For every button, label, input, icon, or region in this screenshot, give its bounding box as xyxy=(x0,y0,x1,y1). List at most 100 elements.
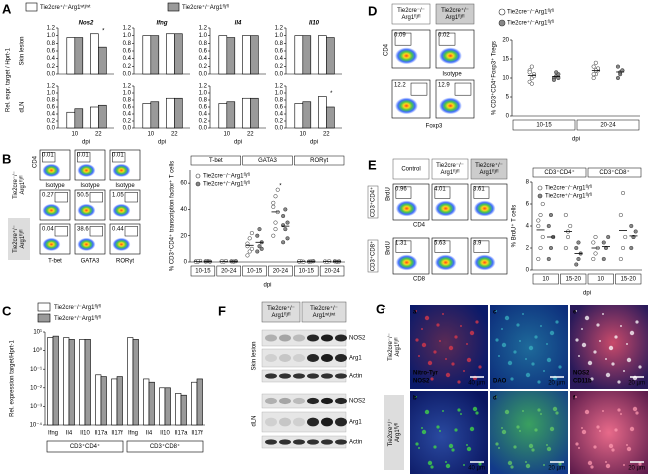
x-axis-label: dpi xyxy=(158,140,166,146)
flow-percentage: 0.01 xyxy=(112,153,124,159)
blot-band xyxy=(279,439,291,445)
y-tick-label: 2 xyxy=(526,246,530,252)
y-tick-label: 0.6 xyxy=(275,105,284,111)
micrograph-speck xyxy=(454,335,458,339)
group-box xyxy=(576,119,640,131)
micrograph-speck xyxy=(605,461,607,463)
bar xyxy=(95,374,102,426)
micrograph-speck xyxy=(632,406,638,412)
flow-percentage: 0.01 xyxy=(42,153,54,159)
row-label: Arg1ᶠˡ/ᶠˡ xyxy=(394,337,401,356)
bar xyxy=(250,35,259,75)
stain-label: CD11b xyxy=(573,379,592,385)
data-point xyxy=(618,256,623,262)
y-tick-label: 10⁻⁴ xyxy=(30,422,43,429)
flow-percentage: 38.6 xyxy=(77,227,89,233)
bar xyxy=(127,337,134,426)
y-tick-label: 0 xyxy=(506,114,510,120)
y-tick-label: 0.6 xyxy=(275,49,284,55)
chart-title: Nos2 xyxy=(79,21,94,27)
bar xyxy=(150,35,160,75)
bar xyxy=(142,35,152,75)
y-tick-label: 1.2 xyxy=(47,26,56,32)
band-label: Arg1 xyxy=(349,356,362,362)
micrograph-speck xyxy=(495,338,499,342)
bar xyxy=(242,35,251,75)
data-point xyxy=(283,207,288,212)
bar xyxy=(191,381,198,426)
blot-band xyxy=(279,397,291,405)
blot-band xyxy=(293,373,305,379)
bar xyxy=(66,111,76,129)
x-tick-label: 10-15 xyxy=(195,269,211,275)
header: Tie2cre⁺/⁻ xyxy=(475,162,503,169)
micrograph-speck xyxy=(528,345,534,351)
blot-band xyxy=(265,354,277,362)
chart-title: Ifng xyxy=(157,21,168,27)
band-label: Actin xyxy=(349,440,362,446)
flow-density xyxy=(434,254,457,271)
data-point xyxy=(271,200,276,205)
micrograph-speck xyxy=(439,340,441,342)
scale-label: 20 µm xyxy=(548,381,565,387)
micrograph-speck xyxy=(555,320,559,324)
y-tick-label: 0.8 xyxy=(275,41,284,47)
data-point xyxy=(548,245,554,251)
bar xyxy=(174,33,183,75)
x-tick-label: 20-24 xyxy=(273,269,289,275)
header: Tie2cre⁺/⁻ xyxy=(310,305,338,312)
group-box xyxy=(216,265,241,277)
bar xyxy=(90,33,99,75)
micrograph-speck xyxy=(466,357,472,363)
data-point xyxy=(601,240,606,245)
y-tick-label: 0.0 xyxy=(275,72,284,78)
header: Arg1ᶠˡ/ᶠˡ xyxy=(446,14,465,21)
micrograph-speck xyxy=(439,430,441,432)
data-point xyxy=(548,212,554,218)
micrograph-speck xyxy=(501,427,503,429)
header-box xyxy=(587,167,642,178)
isotype-label: Isotype xyxy=(45,183,65,189)
micrograph-speck xyxy=(427,460,433,466)
header: Tie2cre⁻/⁻ xyxy=(397,8,425,14)
y-tick-label: 0.2 xyxy=(47,119,56,125)
x-tick-label: 15-20 xyxy=(566,277,582,283)
y-axis-label: Rel. expression target/Hprt-1 xyxy=(10,339,16,416)
legend-label: Tie2cre⁻/⁻Arg1ᶠˡ/ᶠˡ xyxy=(545,185,592,192)
micrograph-speck xyxy=(611,362,615,366)
flow-axis-label: CD8 xyxy=(413,277,426,283)
data-point xyxy=(257,227,262,232)
image-label: b xyxy=(413,396,417,402)
legend-swatch xyxy=(37,302,51,312)
flow-axis-label: RORγt xyxy=(116,259,134,265)
flow-percentage: 0.96 xyxy=(395,187,407,193)
blot-band xyxy=(279,354,291,362)
blot-band xyxy=(265,397,277,405)
data-point xyxy=(540,201,545,207)
x-axis-label: dpi xyxy=(234,140,242,146)
row-label: CD3⁺CD8⁺ xyxy=(370,241,377,271)
micrograph-speck xyxy=(478,462,482,466)
y-tick-label: 1.0 xyxy=(47,33,56,39)
micrograph-speck xyxy=(540,413,542,415)
micrograph-speck xyxy=(617,408,621,412)
flow-density xyxy=(77,237,96,251)
x-tick-label: 15-20 xyxy=(621,277,637,283)
data-point xyxy=(551,77,557,82)
micrograph-speck xyxy=(448,345,454,351)
group-box xyxy=(46,440,124,453)
blot-band xyxy=(321,397,333,405)
data-point xyxy=(273,227,278,232)
x-tick-label: Il10 xyxy=(160,431,170,437)
data-point xyxy=(529,81,534,86)
panel-letter: C xyxy=(2,303,12,318)
blot-band xyxy=(307,417,319,427)
micrograph-speck xyxy=(448,443,454,449)
micrograph-speck xyxy=(430,465,434,469)
blot-band xyxy=(265,334,277,342)
bar xyxy=(148,381,155,426)
micrograph-speck xyxy=(475,411,479,415)
image-label: e xyxy=(573,310,577,316)
bar xyxy=(132,339,139,426)
x-tick-label: 22 xyxy=(95,132,102,138)
